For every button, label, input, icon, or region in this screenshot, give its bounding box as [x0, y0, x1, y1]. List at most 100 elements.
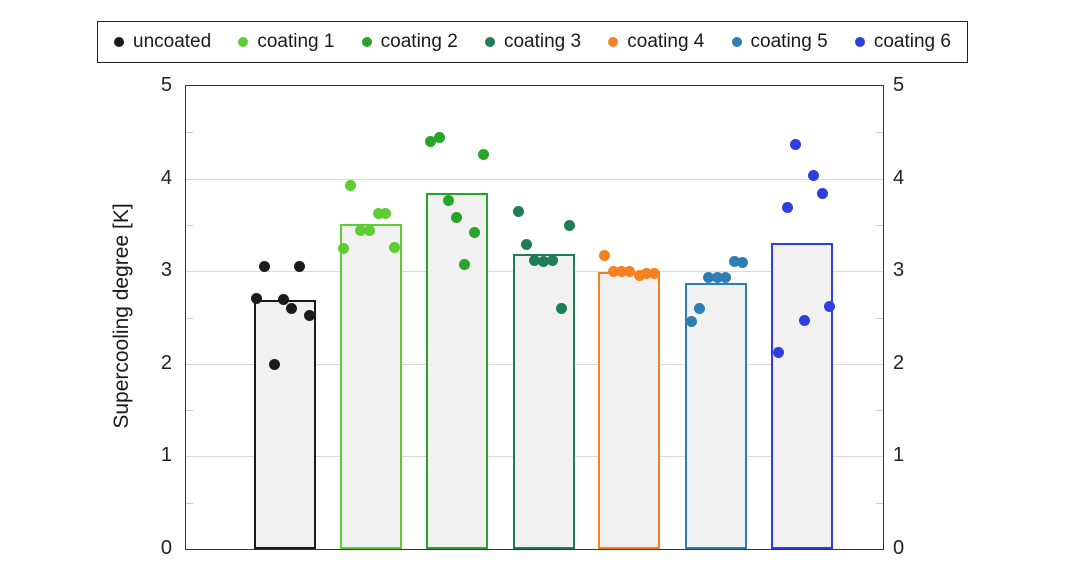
legend-marker-icon [854, 37, 865, 47]
bar-coating-5 [685, 283, 747, 549]
legend-label: coating 4 [627, 31, 705, 52]
scatter-point-coating-2 [468, 226, 480, 238]
scatter-point-coating-5 [719, 272, 731, 284]
scatter-point-coating-5 [685, 315, 697, 327]
y-tick-label-right: 4 [893, 166, 905, 189]
legend-item: coating 1 [238, 31, 334, 53]
scatter-point-coating-4 [633, 270, 645, 282]
legend-label: coating 5 [750, 31, 828, 52]
scatter-point-coating-2 [433, 132, 445, 144]
legend-item: uncoated [114, 31, 211, 53]
scatter-point-uncoated [277, 294, 289, 306]
scatter-point-coating-4 [615, 265, 627, 277]
y-tick-label-left: 2 [160, 351, 172, 374]
scatter-point-coating-2 [424, 136, 436, 148]
y-minor-tick [186, 317, 193, 319]
bar-uncoated [254, 299, 316, 549]
scatter-point-coating-1 [363, 224, 375, 236]
scatter-point-coating-4 [648, 268, 660, 280]
legend-label: uncoated [133, 31, 212, 52]
y-tick-label-left: 3 [160, 259, 172, 282]
scatter-point-coating-2 [458, 259, 470, 271]
legend-label: coating 3 [503, 31, 582, 52]
legend-marker-icon [114, 37, 124, 47]
scatter-point-uncoated [303, 310, 315, 322]
y-minor-tick [186, 410, 193, 412]
legend-marker-icon [484, 37, 495, 47]
scatter-point-coating-6 [816, 187, 828, 199]
legend-label: coating 2 [380, 31, 458, 52]
scatter-point-coating-5 [711, 272, 723, 284]
bar-coating-4 [598, 272, 660, 549]
scatter-point-uncoated [258, 261, 270, 273]
scatter-point-coating-4 [640, 268, 652, 280]
y-minor-tick [876, 410, 883, 412]
legend-marker-icon [731, 37, 742, 47]
y-minor-tick [876, 502, 883, 504]
bar-coating-6 [771, 243, 833, 549]
y-tick-label-right: 1 [893, 444, 905, 467]
y-minor-tick [876, 132, 883, 134]
scatter-point-coating-6 [789, 138, 801, 150]
y-minor-tick [876, 224, 883, 226]
scatter-point-coating-1 [388, 241, 400, 253]
scatter-point-uncoated [285, 302, 297, 314]
scatter-point-coating-1 [337, 243, 349, 255]
scatter-point-uncoated [293, 261, 305, 273]
y-tick-label-left: 0 [160, 537, 172, 559]
scatter-point-coating-3 [537, 256, 549, 268]
y-minor-tick [186, 132, 193, 134]
scatter-point-coating-3 [520, 238, 532, 250]
scatter-point-coating-2 [450, 211, 462, 223]
y-tick-label-left: 4 [160, 166, 172, 189]
legend-item: coating 2 [361, 31, 458, 53]
plot-area [185, 85, 884, 550]
scatter-point-coating-1 [379, 208, 391, 220]
scatter-point-uncoated [268, 359, 280, 371]
y-tick-label-right: 2 [893, 351, 905, 374]
scatter-point-coating-6 [823, 300, 835, 312]
bar-coating-3 [513, 253, 575, 549]
scatter-point-uncoated [250, 293, 262, 305]
scatter-point-coating-2 [442, 195, 454, 207]
scatter-point-coating-4 [607, 265, 619, 277]
scatter-point-coating-3 [528, 254, 540, 266]
y-minor-tick [186, 502, 193, 504]
scatter-point-coating-6 [781, 201, 793, 213]
scatter-point-coating-5 [693, 302, 705, 314]
scatter-point-coating-1 [344, 179, 356, 191]
bar-coating-2 [426, 192, 488, 549]
y-minor-tick [876, 317, 883, 319]
scatter-point-coating-1 [372, 208, 384, 220]
scatter-point-coating-3 [512, 205, 524, 217]
y-tick-label-left: 1 [160, 444, 172, 467]
scatter-point-coating-5 [702, 272, 714, 284]
scatter-point-coating-5 [736, 257, 748, 269]
y-minor-tick [186, 224, 193, 226]
scatter-point-coating-5 [728, 255, 740, 267]
legend-label: coating 6 [873, 31, 951, 52]
scatter-point-coating-2 [477, 149, 489, 161]
scatter-point-coating-1 [354, 224, 366, 236]
bar-coating-1 [340, 223, 402, 549]
grid-line [186, 178, 883, 180]
legend-marker-icon [238, 37, 249, 47]
scatter-point-coating-6 [772, 347, 784, 359]
scatter-point-coating-3 [563, 220, 575, 232]
legend-item: coating 5 [731, 31, 828, 53]
legend-marker-icon [608, 37, 619, 47]
legend-marker-icon [361, 37, 372, 47]
scatter-point-coating-6 [798, 314, 810, 326]
legend-item: coating 4 [608, 31, 704, 53]
y-tick-label-right: 3 [893, 259, 905, 282]
y-tick-label-right: 0 [893, 537, 905, 559]
legend-box: uncoated coating 1 coating 2 coating 3 coati… [97, 21, 968, 63]
scatter-point-coating-4 [623, 265, 635, 277]
legend-item: coating 6 [854, 31, 951, 53]
scatter-point-coating-3 [555, 302, 567, 314]
y-axis-title: Supercooling degree [K] [110, 203, 133, 429]
y-tick-label-left: 5 [160, 74, 172, 96]
scatter-point-coating-4 [598, 249, 610, 261]
scatter-point-coating-3 [546, 254, 558, 266]
